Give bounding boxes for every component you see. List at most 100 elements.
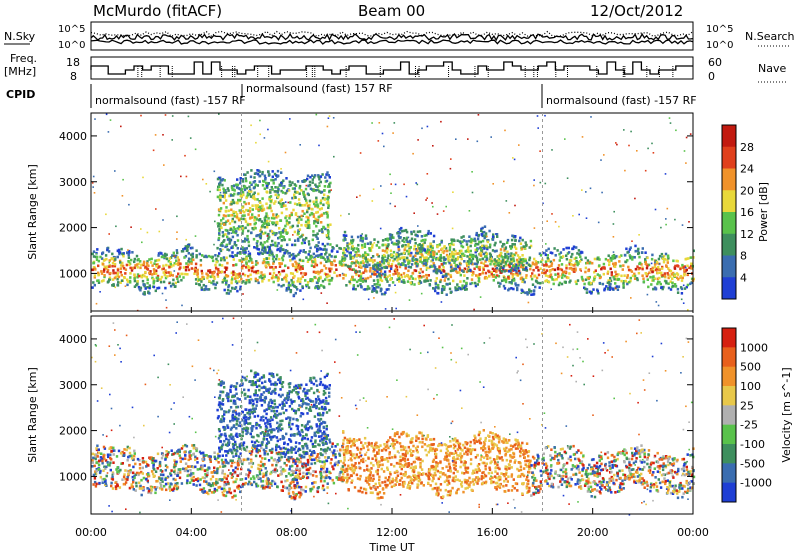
- echo-cell: [150, 470, 154, 473]
- echo-cell: [241, 240, 244, 243]
- echo-cell: [328, 183, 331, 186]
- echo-cell: [318, 190, 321, 193]
- echo-cell: [255, 270, 258, 273]
- echo-cell: [259, 201, 262, 204]
- echo-cell: [134, 489, 137, 492]
- echo-cell: [365, 263, 368, 267]
- echo-cell: [304, 179, 307, 182]
- echo-cell: [267, 128, 269, 131]
- echo-cell: [256, 198, 259, 201]
- echo-cell: [509, 247, 513, 250]
- echo-cell: [133, 285, 137, 288]
- echo-cell: [416, 258, 419, 261]
- echo-cell: [263, 174, 267, 178]
- echo-cell: [312, 215, 316, 218]
- echo-cell: [254, 183, 257, 186]
- echo-cell: [662, 260, 666, 264]
- echo-cell: [637, 251, 640, 255]
- echo-cell: [482, 244, 485, 248]
- echo-cell: [190, 260, 193, 264]
- echo-cell: [303, 241, 306, 245]
- echo-cell: [160, 275, 164, 279]
- echo-cell: [164, 286, 167, 290]
- echo-cell: [142, 476, 146, 480]
- echo-cell: [299, 477, 302, 480]
- echo-cell: [136, 266, 139, 269]
- echo-cell: [130, 457, 134, 460]
- echo-cell: [185, 249, 189, 252]
- echo-cell: [144, 287, 147, 290]
- echo-cell: [426, 245, 430, 248]
- echo-cell: [149, 261, 153, 264]
- echo-cell: [267, 261, 270, 264]
- echo-cell: [320, 464, 323, 468]
- echo-cell: [230, 271, 233, 275]
- echo-cell: [227, 284, 231, 287]
- echo-cell: [325, 173, 328, 176]
- echo-cell: [159, 278, 162, 281]
- echo-cell: [307, 471, 310, 475]
- echo-cell: [237, 487, 240, 490]
- echo-cell: [677, 278, 680, 281]
- echo-cell: [112, 453, 115, 456]
- echo-cell: [303, 272, 306, 275]
- echo-cell: [143, 292, 146, 296]
- echo-cell: [350, 239, 353, 242]
- echo-cell: [308, 183, 312, 187]
- echo-cell: [416, 246, 420, 250]
- echo-cell: [213, 277, 216, 280]
- echo-cell: [152, 278, 155, 281]
- echo-cell: [410, 230, 413, 234]
- echo-cell: [116, 470, 119, 474]
- echo-cell: [219, 199, 222, 202]
- echo-cell: [414, 241, 417, 245]
- echo-cell: [229, 472, 232, 475]
- echo-cell: [611, 255, 614, 258]
- echo-cell: [259, 464, 262, 468]
- echo-cell: [256, 278, 259, 282]
- echo-cell: [393, 257, 396, 261]
- echo-cell: [313, 275, 316, 279]
- echo-cell: [441, 250, 444, 254]
- echo-cell: [452, 279, 455, 283]
- echo-cell: [268, 272, 272, 275]
- echo-cell: [326, 125, 329, 128]
- echo-cell: [429, 247, 433, 251]
- echo-cell: [281, 269, 284, 273]
- echo-cell: [316, 232, 319, 235]
- echo-cell: [345, 254, 348, 258]
- echo-cell: [614, 287, 617, 290]
- nsearch-label: N.Search: [745, 30, 795, 43]
- echo-cell: [437, 257, 440, 260]
- echo-cell: [266, 235, 269, 237]
- echo-cell: [236, 486, 239, 489]
- echo-cell: [328, 176, 331, 179]
- echo-cell: [241, 209, 245, 213]
- echo-cell: [218, 485, 222, 489]
- echo-cell: [231, 461, 234, 465]
- echo-cell: [439, 278, 443, 282]
- echo-cell: [538, 286, 541, 289]
- echo-cell: [99, 475, 103, 479]
- echo-cell: [414, 251, 418, 255]
- echo-cell: [325, 248, 328, 251]
- echo-cell: [306, 209, 309, 212]
- echo-cell: [220, 264, 224, 267]
- echo-cell: [437, 250, 441, 253]
- echo-cell: [293, 243, 297, 247]
- echo-cell: [482, 234, 485, 237]
- echo-cell: [229, 289, 232, 293]
- echo-cell: [251, 204, 254, 207]
- echo-cell: [210, 281, 213, 285]
- echo-cell: [683, 272, 686, 276]
- echo-cell: [414, 269, 418, 273]
- echo-cell: [617, 285, 621, 288]
- echo-cell: [243, 273, 247, 277]
- echo-cell: [219, 191, 222, 194]
- echo-cell: [245, 196, 248, 200]
- echo-cell: [558, 281, 562, 285]
- echo-cell: [432, 287, 435, 290]
- echo-cell: [97, 281, 101, 284]
- echo-cell: [631, 240, 633, 242]
- echo-cell: [333, 259, 336, 263]
